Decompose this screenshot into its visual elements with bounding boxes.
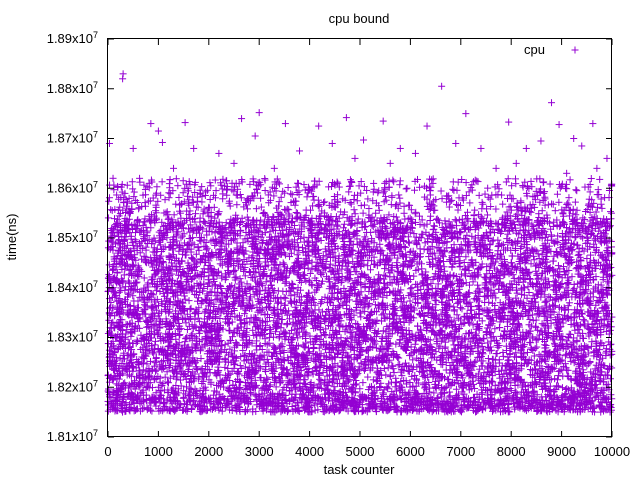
cpu-point bbox=[293, 251, 301, 259]
cpu-point bbox=[281, 120, 289, 128]
cpu-point bbox=[342, 114, 350, 122]
cpu-point bbox=[396, 144, 404, 152]
cpu-point bbox=[477, 144, 485, 152]
cpu-point bbox=[522, 144, 530, 152]
cpu-point bbox=[589, 120, 597, 128]
cpu-point bbox=[429, 275, 437, 283]
cpu-point bbox=[270, 164, 278, 172]
cpu-point bbox=[253, 185, 261, 193]
cpu-point bbox=[328, 139, 336, 147]
cpu-point bbox=[215, 149, 223, 157]
cpu-point bbox=[244, 205, 252, 213]
cpu-point bbox=[190, 144, 198, 152]
cpu-point bbox=[296, 147, 304, 155]
cpu-point bbox=[119, 70, 127, 78]
cpu-point bbox=[305, 348, 313, 356]
data-points bbox=[104, 70, 616, 416]
cpu-point bbox=[462, 110, 470, 118]
cpu-point bbox=[579, 316, 587, 324]
cpu-point bbox=[247, 374, 255, 382]
cpu-point bbox=[258, 230, 266, 238]
cpu-point bbox=[158, 138, 166, 146]
cpu-point bbox=[165, 379, 173, 387]
cpu-point bbox=[255, 109, 263, 117]
cpu-point bbox=[119, 75, 127, 83]
cpu-point bbox=[148, 407, 156, 415]
cpu-point bbox=[122, 244, 130, 252]
cpu-point bbox=[480, 335, 488, 343]
cpu-point bbox=[492, 164, 500, 172]
cpu-point bbox=[462, 179, 470, 187]
cpu-point bbox=[315, 122, 323, 130]
cpu-point bbox=[251, 132, 259, 140]
cpu-point bbox=[505, 118, 513, 126]
cpu-point bbox=[379, 117, 387, 125]
cpu-point bbox=[367, 217, 375, 225]
cpu-point bbox=[230, 159, 238, 167]
cpu-point bbox=[386, 159, 394, 167]
cpu-point bbox=[109, 174, 117, 182]
cpu-point bbox=[554, 262, 562, 270]
cpu-point bbox=[351, 154, 359, 162]
cpu-point bbox=[416, 220, 424, 228]
cpu-point bbox=[563, 169, 571, 177]
cpu-point bbox=[231, 276, 239, 284]
cpu-point bbox=[570, 135, 578, 142]
cpu-point bbox=[512, 159, 520, 167]
cpu-point bbox=[537, 137, 545, 145]
cpu-point bbox=[578, 142, 586, 150]
cpu-point bbox=[181, 119, 189, 127]
cpu-point bbox=[452, 139, 460, 147]
cpu-point bbox=[360, 201, 368, 209]
cpu-point bbox=[360, 136, 368, 144]
cpu-point bbox=[147, 120, 155, 128]
cpu-point bbox=[170, 164, 178, 172]
cpu-point bbox=[423, 122, 431, 130]
cpu-point bbox=[548, 99, 556, 107]
cpu-point bbox=[438, 82, 446, 90]
cpu-point bbox=[154, 127, 162, 135]
cpu-point bbox=[555, 121, 563, 129]
cpu-point bbox=[566, 176, 574, 184]
cpu-point bbox=[402, 185, 410, 193]
cpu-point bbox=[129, 144, 137, 152]
cpu-point bbox=[411, 149, 419, 157]
cpu-point bbox=[484, 355, 492, 363]
cpu-point bbox=[603, 154, 611, 162]
cpu-point bbox=[457, 240, 465, 248]
cpu-point bbox=[593, 164, 601, 172]
cpu-point bbox=[347, 200, 355, 208]
cpu-point bbox=[238, 115, 246, 123]
cpu-point bbox=[406, 228, 414, 236]
